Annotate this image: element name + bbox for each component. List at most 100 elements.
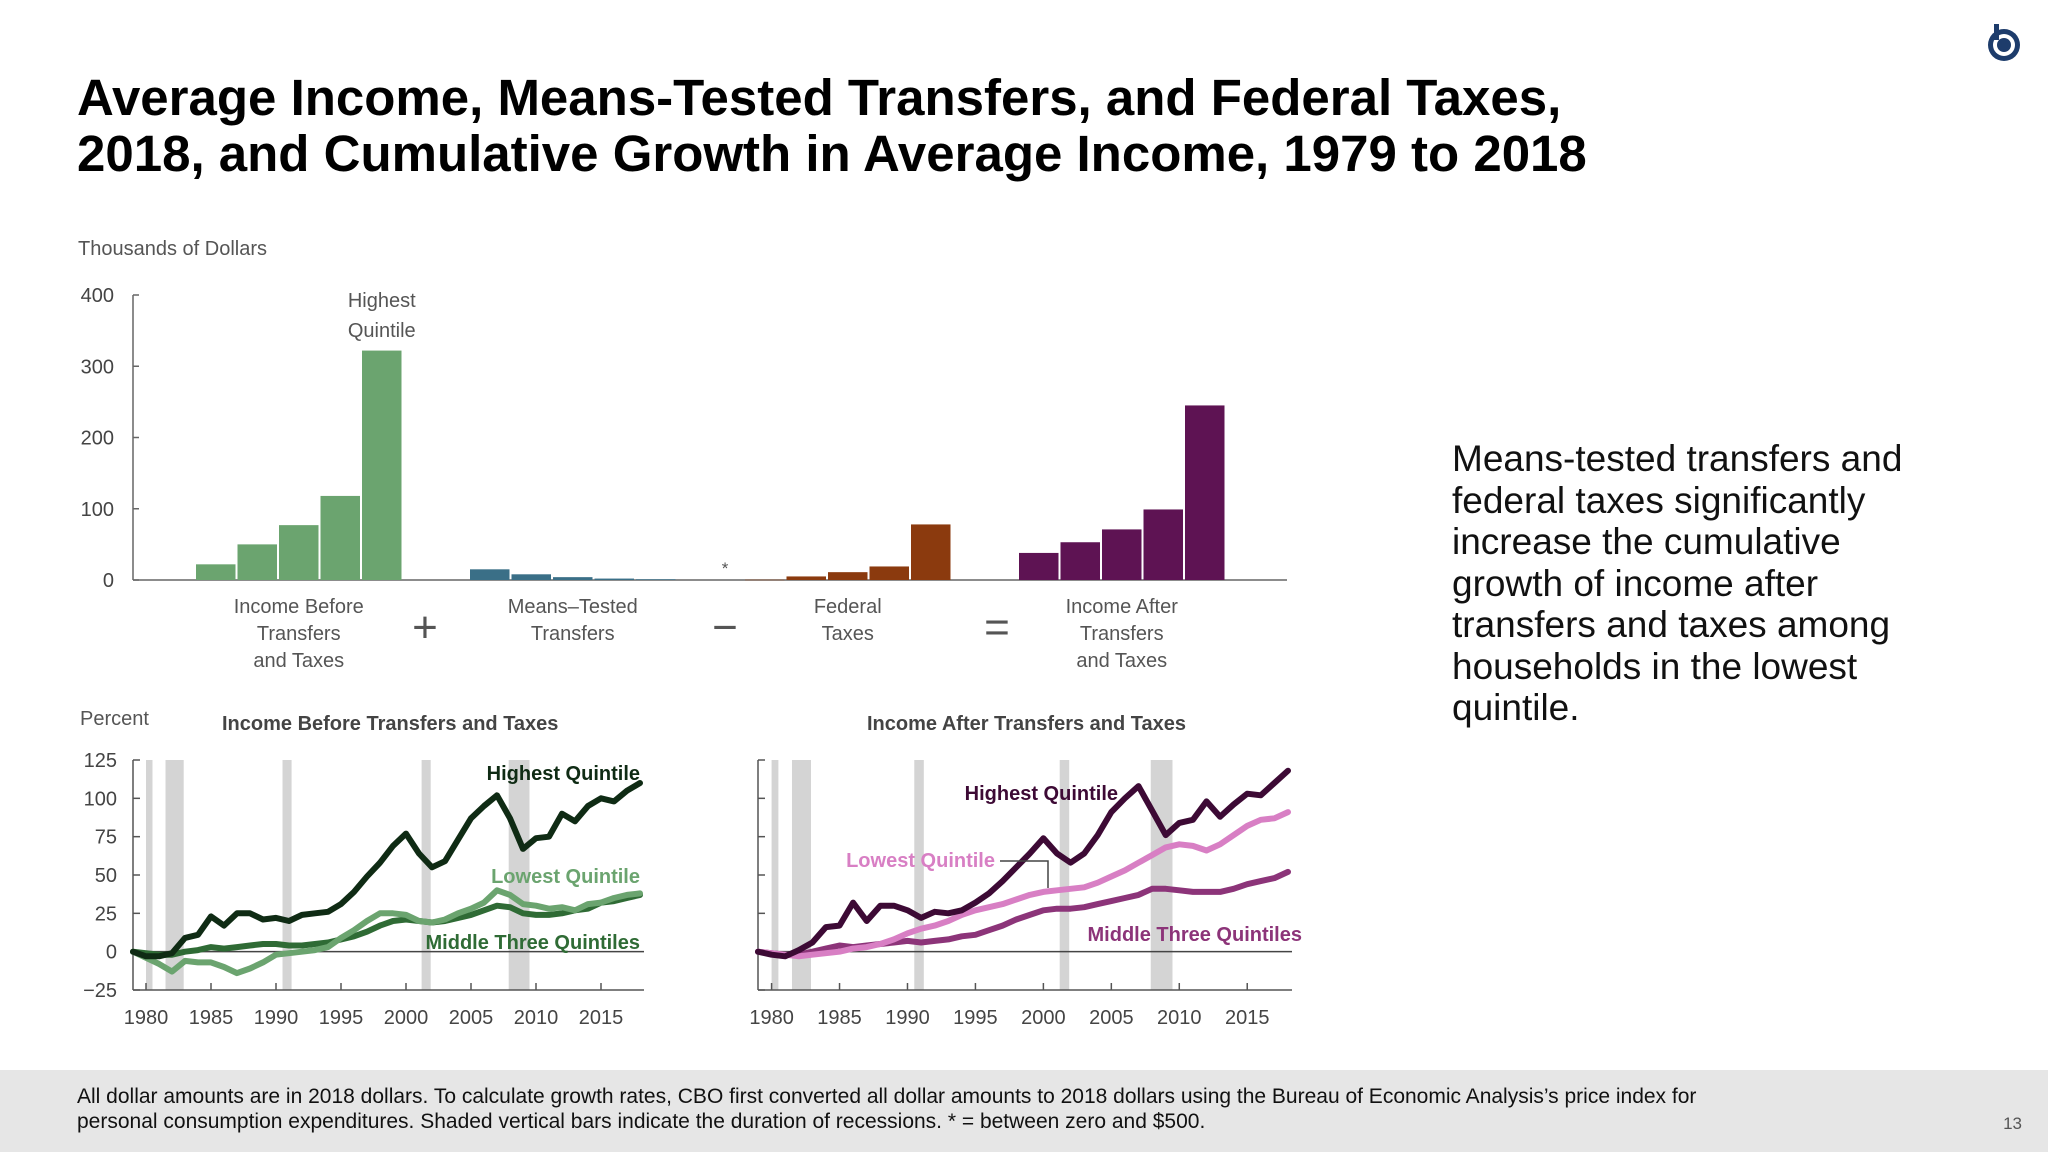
recession-bar bbox=[421, 760, 431, 990]
series-line bbox=[755, 868, 1291, 958]
line-x-tick-label: 1990 bbox=[254, 1007, 299, 1029]
bar-operator: − bbox=[712, 603, 738, 652]
bar-group-label: Federal bbox=[814, 596, 882, 618]
cbo-logo-icon bbox=[1988, 24, 2020, 61]
line-y-tick-label: 0 bbox=[106, 942, 117, 964]
bar bbox=[237, 544, 277, 580]
line-chart-after: 1980 1985 1990 1995 2000 2005 2010 2015 Income A… bbox=[749, 713, 1302, 1029]
line-x-tick-label: 1980 bbox=[124, 1007, 169, 1029]
bar-chart-ylabel: Thousands of Dollars bbox=[78, 238, 267, 260]
bar bbox=[1102, 529, 1142, 580]
bar-group-label: Income After bbox=[1066, 596, 1179, 618]
bar-group-label: Taxes bbox=[822, 623, 874, 645]
line-chart-ylabel: Percent bbox=[80, 708, 149, 730]
bar-group: Federal Taxes bbox=[745, 524, 951, 645]
series-line bbox=[130, 887, 643, 977]
recession-bar bbox=[771, 760, 779, 990]
bar-group: Means–Tested Transfers bbox=[470, 569, 676, 645]
series-line bbox=[755, 809, 1291, 960]
line-y-tick-label: −25 bbox=[83, 980, 117, 1002]
series-label: Lowest Quintile bbox=[491, 866, 640, 888]
bar bbox=[786, 576, 826, 580]
series-leader-line bbox=[1000, 860, 1049, 888]
bar-group-label: and Taxes bbox=[1076, 650, 1167, 672]
title-line-2: 2018, and Cumulative Growth in Average I… bbox=[77, 125, 1587, 182]
bar-y-tick-label: 200 bbox=[81, 428, 114, 450]
line-y-tick-label: 25 bbox=[95, 903, 117, 925]
line-x-tick-label: 2005 bbox=[1089, 1007, 1134, 1029]
line-x-tick-label: 2010 bbox=[1157, 1007, 1202, 1029]
bar-annotation: Highest bbox=[348, 290, 416, 312]
series-label: Highest Quintile bbox=[487, 763, 640, 785]
bar-annotation: Quintile bbox=[348, 320, 416, 342]
recession-bar bbox=[791, 760, 811, 990]
line-y-tick-label: 75 bbox=[95, 827, 117, 849]
line-y-tick-label: 50 bbox=[95, 865, 117, 887]
footnote: All dollar amounts are in 2018 dollars. … bbox=[77, 1084, 1937, 1134]
bar-y-tick-label: 400 bbox=[81, 285, 114, 307]
line-x-tick-label: 2015 bbox=[1225, 1007, 1270, 1029]
line-chart-before: −25 0 25 50 75 100 125 1980 1985 1990 1995 2000 2005… bbox=[80, 708, 644, 1029]
series-label: Middle Three Quintiles bbox=[1088, 924, 1302, 946]
bar bbox=[1060, 542, 1100, 580]
bar bbox=[1185, 405, 1225, 580]
bar bbox=[553, 577, 593, 580]
footer-bar: All dollar amounts are in 2018 dollars. … bbox=[0, 1070, 2048, 1152]
line-x-tick-label: 1985 bbox=[189, 1007, 234, 1029]
line-y-tick-label: 100 bbox=[84, 788, 117, 810]
bar bbox=[869, 566, 909, 580]
bar-group-label: Transfers bbox=[531, 623, 615, 645]
bar bbox=[470, 569, 510, 580]
bar-y-tick-label: 100 bbox=[81, 499, 114, 521]
recession-bar bbox=[1059, 760, 1070, 990]
bar bbox=[745, 579, 785, 581]
recession-bar bbox=[146, 760, 153, 990]
bar bbox=[320, 495, 360, 580]
recession-bar bbox=[1150, 760, 1173, 990]
bar-group-label: and Taxes bbox=[253, 650, 344, 672]
bar-y-tick-label: 0 bbox=[103, 570, 114, 592]
page-number: 13 bbox=[2003, 1114, 2022, 1133]
bar-operator: + bbox=[412, 603, 438, 652]
series-line bbox=[130, 780, 643, 960]
recession-bar bbox=[508, 760, 530, 990]
bar-group: Income After Transfers and Taxes bbox=[1019, 405, 1225, 672]
series-label: Highest Quintile bbox=[965, 783, 1118, 805]
line-chart-title: Income After Transfers and Taxes bbox=[867, 713, 1186, 735]
bar bbox=[911, 524, 951, 580]
series-line bbox=[130, 891, 643, 958]
bar-group-label: Transfers bbox=[1080, 623, 1164, 645]
bar-chart: Thousands of Dollars 0 100 200 300 400 Income … bbox=[78, 238, 1287, 672]
bar-operator: = bbox=[984, 603, 1010, 652]
line-x-tick-label: 2015 bbox=[579, 1007, 624, 1029]
line-x-tick-label: 2010 bbox=[514, 1007, 559, 1029]
line-x-tick-label: 1980 bbox=[749, 1007, 794, 1029]
line-x-tick-label: 1990 bbox=[885, 1007, 930, 1029]
bar bbox=[828, 572, 868, 580]
bar bbox=[511, 574, 551, 580]
line-chart-title: Income Before Transfers and Taxes bbox=[222, 713, 558, 735]
bar bbox=[1019, 552, 1059, 580]
bar-y-tick-label: 300 bbox=[81, 356, 114, 378]
line-y-tick-label: 125 bbox=[84, 750, 117, 772]
page-title: Average Income, Means-Tested Transfers, … bbox=[77, 70, 1877, 182]
footnote-line-1: All dollar amounts are in 2018 dollars. … bbox=[77, 1085, 1697, 1108]
bar bbox=[196, 564, 236, 580]
bar bbox=[362, 350, 402, 580]
line-x-tick-label: 1985 bbox=[817, 1007, 862, 1029]
chart-figure: Thousands of Dollars 0 100 200 300 400 Income … bbox=[78, 238, 1302, 1029]
title-line-1: Average Income, Means-Tested Transfers, … bbox=[77, 69, 1562, 126]
recession-bar bbox=[165, 760, 184, 990]
bar bbox=[1143, 509, 1183, 580]
recession-bar bbox=[914, 760, 924, 990]
line-x-tick-label: 2000 bbox=[1021, 1007, 1066, 1029]
bar-group: Income Before Transfers and Taxes bbox=[196, 350, 402, 672]
side-commentary: Means-tested transfers and federal taxes… bbox=[1452, 438, 1903, 728]
bar-asterisk: * bbox=[722, 559, 729, 578]
footnote-line-2: personal consumption expenditures. Shade… bbox=[77, 1110, 1206, 1133]
series-label: Lowest Quintile bbox=[846, 850, 995, 872]
recession-bar bbox=[282, 760, 292, 990]
bar bbox=[636, 579, 676, 580]
bar-group-label: Income Before bbox=[234, 596, 364, 618]
series-label: Middle Three Quintiles bbox=[426, 932, 640, 954]
